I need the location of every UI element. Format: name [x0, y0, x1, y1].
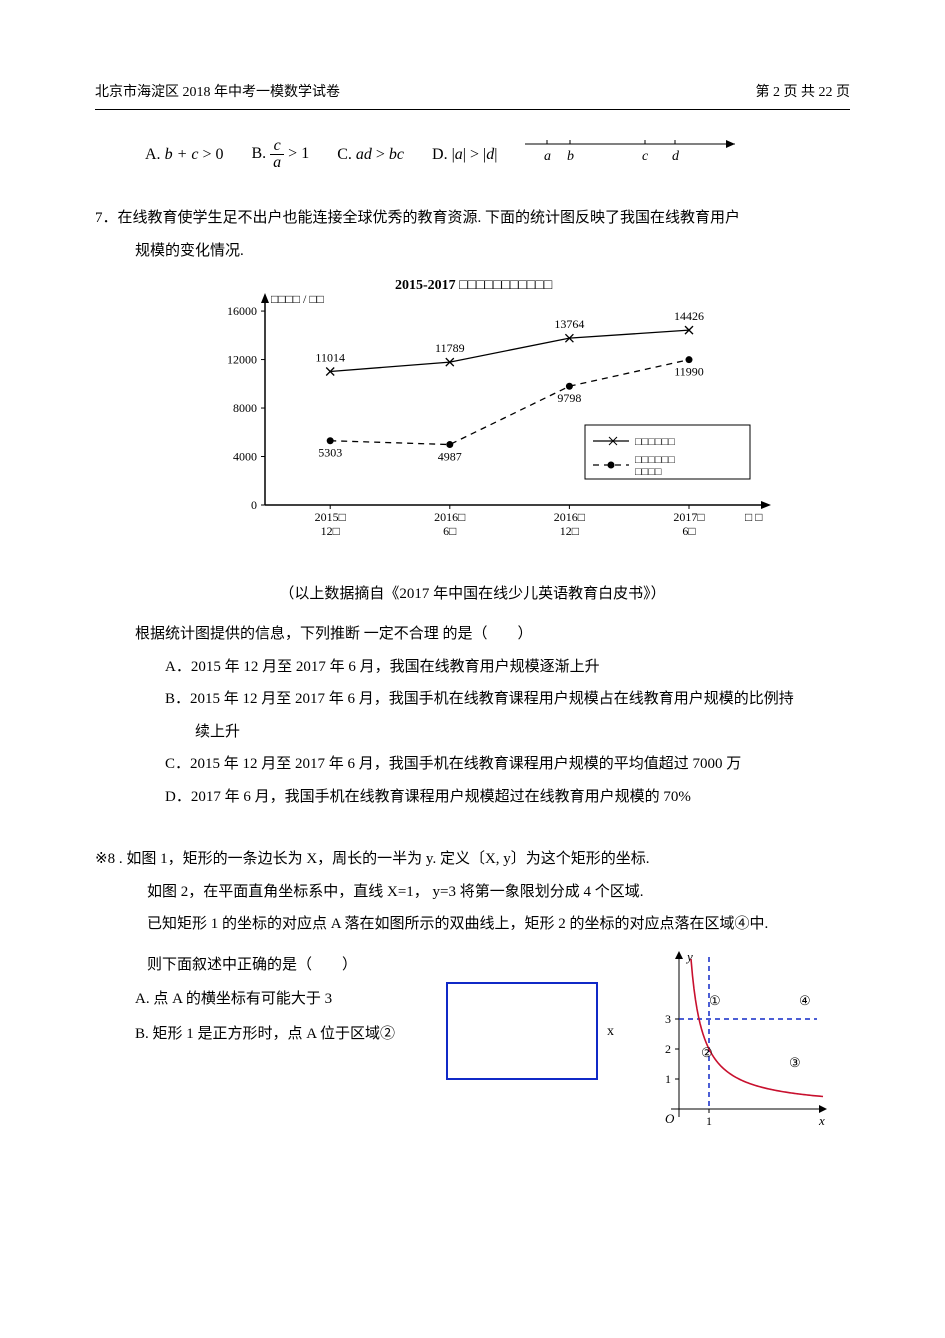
svg-text:12000: 12000 — [227, 353, 257, 367]
svg-text:4987: 4987 — [438, 450, 462, 464]
svg-text:6□: 6□ — [443, 524, 456, 538]
svg-text:④: ④ — [799, 993, 811, 1008]
svg-text:□□□□□□: □□□□□□ — [635, 454, 675, 466]
svg-text:0: 0 — [251, 498, 257, 512]
svg-text:2015-2017 □□□□□□□□□□□: 2015-2017 □□□□□□□□□□□ — [395, 278, 553, 293]
page-header: 北京市海淀区 2018 年中考一模数学试卷 第 2 页 共 22 页 — [95, 80, 850, 110]
q8-line4: 则下面叙述中正确的是（ ） — [147, 951, 425, 980]
svg-text:2016□: 2016□ — [434, 510, 465, 524]
svg-text:1: 1 — [706, 1114, 712, 1128]
q8-rect-figure: x — [445, 945, 619, 1096]
q8-opt-A: A. 点 A 的横坐标有可能大于 3 — [135, 985, 425, 1014]
header-left: 北京市海淀区 2018 年中考一模数学试卷 — [95, 80, 340, 107]
svg-text:a: a — [544, 149, 551, 164]
svg-text:c: c — [642, 149, 649, 164]
q7-source: （以上数据摘自《2017 年中国在线少儿英语教育白皮书》） — [95, 580, 850, 609]
svg-text:□□□□: □□□□ — [635, 466, 662, 478]
q8-line1: ※8 . 如图 1，矩形的一条边长为 X，周长的一半为 y. 定义〔X, y〕为… — [95, 845, 850, 874]
q7-opt-B-cont: 续上升 — [195, 718, 850, 747]
q6-opt-D: D. |a| > |d| — [432, 140, 497, 170]
svg-text:6□: 6□ — [682, 524, 695, 538]
svg-text:5303: 5303 — [318, 446, 342, 460]
svg-text:13764: 13764 — [554, 317, 584, 331]
svg-text:14426: 14426 — [674, 309, 704, 323]
svg-text:8000: 8000 — [233, 401, 257, 415]
q6-numberline: a b c d — [525, 130, 850, 181]
q8-coord-figure: Oxy1123①②③④ — [639, 945, 829, 1150]
svg-text:O: O — [665, 1111, 675, 1126]
q8-line2: 如图 2，在平面直角坐标系中，直线 X=1， y=3 将第一象限划分成 4 个区… — [147, 878, 850, 907]
svg-text:9798: 9798 — [557, 391, 581, 405]
q7-opt-B: B．2015 年 12 月至 2017 年 6 月，我国手机在线教育课程用户规模… — [165, 685, 850, 714]
q7-chart: 2015-2017 □□□□□□□□□□□ □□□□ / □□ □ □ 0 4000 80… — [205, 275, 850, 566]
svg-text:11990: 11990 — [674, 365, 704, 379]
svg-text:16000: 16000 — [227, 304, 257, 318]
q6-opt-B: B. ca > 1 — [252, 138, 310, 171]
svg-text:□□□□□□: □□□□□□ — [635, 436, 675, 448]
q7-stem: 根据统计图提供的信息，下列推断 一定不合理 的是（ ） — [135, 620, 850, 649]
svg-text:12□: 12□ — [560, 524, 579, 538]
svg-text:b: b — [567, 149, 574, 164]
svg-text:2015□: 2015□ — [315, 510, 346, 524]
q7-opt-A: A．2015 年 12 月至 2017 年 6 月，我国在线教育用户规模逐渐上升 — [165, 653, 850, 682]
svg-text:2: 2 — [665, 1042, 671, 1056]
q7-line1: 7．在线教育使学生足不出户也能连接全球优秀的教育资源. 下面的统计图反映了我国在… — [95, 204, 850, 233]
q8-opt-B: B. 矩形 1 是正方形时，点 A 位于区域② — [135, 1020, 425, 1049]
svg-text:2017□: 2017□ — [673, 510, 704, 524]
svg-text:1: 1 — [665, 1072, 671, 1086]
svg-text:d: d — [672, 149, 680, 164]
q7-opt-C: C．2015 年 12 月至 2017 年 6 月，我国手机在线教育课程用户规模… — [165, 750, 850, 779]
svg-text:12□: 12□ — [321, 524, 340, 538]
q6-options-row: A. b + c > 0 B. ca > 1 C. ad > bc D. |a|… — [145, 130, 850, 181]
q6-opt-A: A. b + c > 0 — [145, 140, 224, 170]
svg-text:□□□□ / □□: □□□□ / □□ — [271, 292, 324, 306]
svg-text:x: x — [607, 1024, 614, 1039]
svg-text:3: 3 — [665, 1012, 671, 1026]
q7-opt-D: D．2017 年 6 月，我国手机在线教育课程用户规模超过在线教育用户规模的 7… — [165, 783, 850, 812]
q6-opt-C: C. ad > bc — [337, 140, 404, 170]
svg-text:2016□: 2016□ — [554, 510, 585, 524]
svg-text:11014: 11014 — [315, 351, 345, 365]
svg-text:□ □: □ □ — [745, 510, 763, 524]
svg-text:③: ③ — [789, 1055, 801, 1070]
svg-text:4000: 4000 — [233, 450, 257, 464]
svg-text:①: ① — [709, 993, 721, 1008]
svg-text:x: x — [818, 1113, 825, 1128]
svg-text:11789: 11789 — [435, 341, 465, 355]
q7-line2: 规模的变化情况. — [135, 237, 850, 266]
header-right: 第 2 页 共 22 页 — [756, 80, 851, 107]
svg-text:②: ② — [701, 1045, 713, 1060]
q8-line3: 已知矩形 1 的坐标的对应点 A 落在如图所示的双曲线上，矩形 2 的坐标的对应… — [147, 910, 850, 939]
